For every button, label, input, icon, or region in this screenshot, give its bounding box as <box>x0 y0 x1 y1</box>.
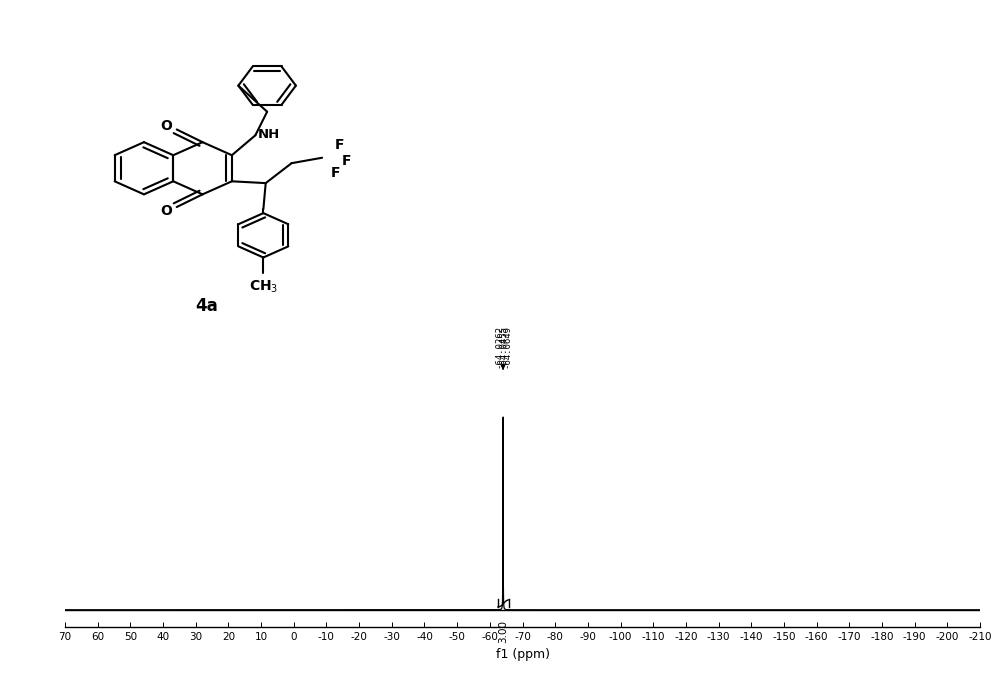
Text: F: F <box>331 166 340 180</box>
Text: -64.0262: -64.0262 <box>494 325 503 368</box>
Text: O: O <box>160 119 172 133</box>
X-axis label: f1 (ppm): f1 (ppm) <box>496 648 550 661</box>
Text: -64.0649: -64.0649 <box>503 325 512 368</box>
Text: -64.0455: -64.0455 <box>499 325 508 368</box>
Text: NH: NH <box>258 128 280 141</box>
Text: 3.00: 3.00 <box>499 620 509 643</box>
Text: O: O <box>160 204 172 217</box>
Text: CH$_3$: CH$_3$ <box>249 278 278 295</box>
Text: 4a: 4a <box>196 298 218 315</box>
Text: F: F <box>335 138 345 152</box>
Text: F: F <box>342 154 351 169</box>
